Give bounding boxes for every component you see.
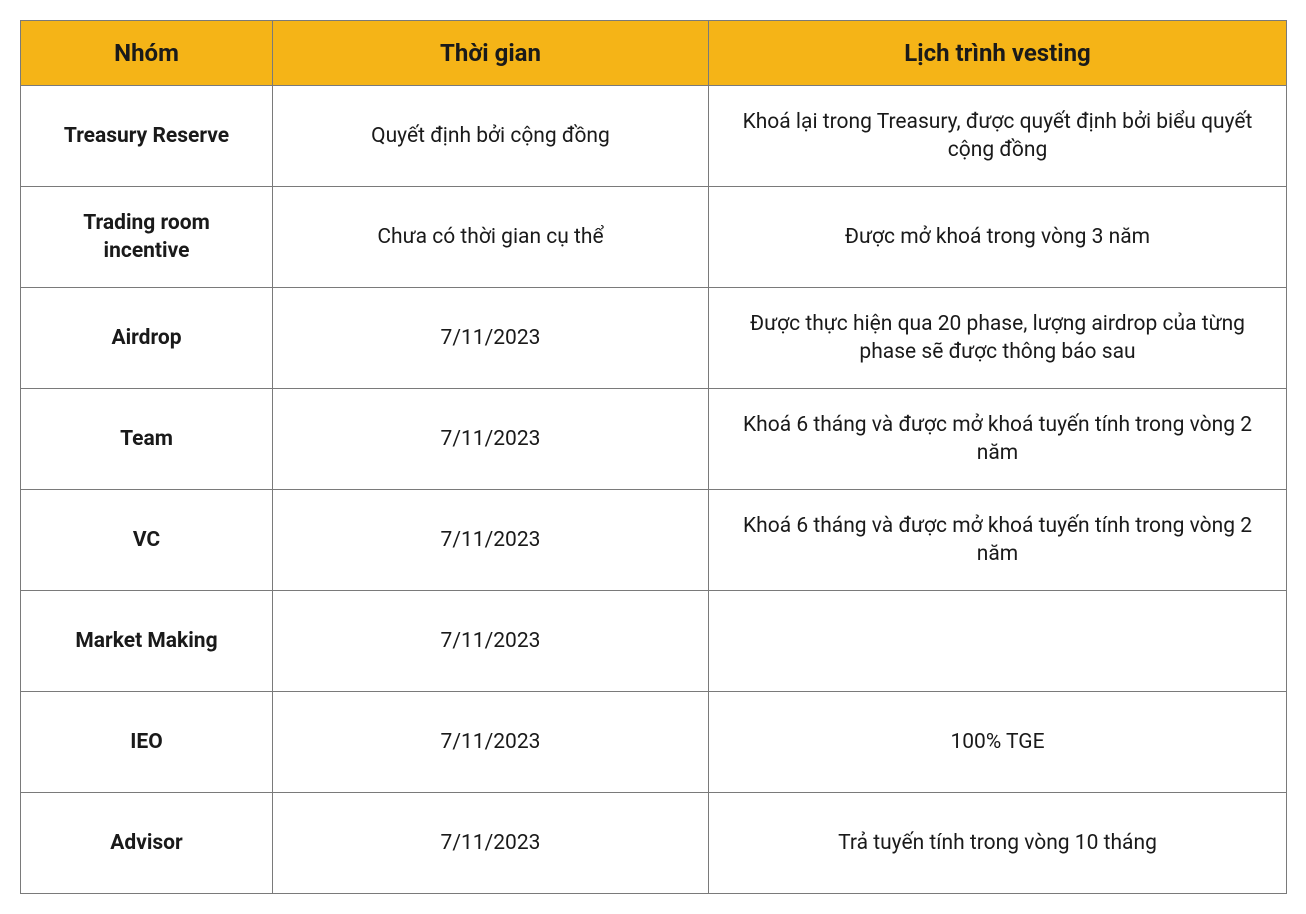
cell-vesting: Được mở khoá trong vòng 3 năm — [709, 187, 1287, 288]
column-header-time: Thời gian — [273, 21, 709, 86]
cell-vesting: Khoá lại trong Treasury, được quyết định… — [709, 86, 1287, 187]
cell-vesting: Trả tuyến tính trong vòng 10 tháng — [709, 793, 1287, 894]
cell-group: Advisor — [21, 793, 273, 894]
cell-group: Trading room incentive — [21, 187, 273, 288]
cell-time: 7/11/2023 — [273, 692, 709, 793]
cell-time: 7/11/2023 — [273, 389, 709, 490]
table-row: Trading room incentive Chưa có thời gian… — [21, 187, 1287, 288]
table-header-row: Nhóm Thời gian Lịch trình vesting — [21, 21, 1287, 86]
table-row: Advisor 7/11/2023 Trả tuyến tính trong v… — [21, 793, 1287, 894]
cell-group: VC — [21, 490, 273, 591]
cell-group: Airdrop — [21, 288, 273, 389]
table-row: Market Making 7/11/2023 — [21, 591, 1287, 692]
table-row: Team 7/11/2023 Khoá 6 tháng và được mở k… — [21, 389, 1287, 490]
table-row: Airdrop 7/11/2023 Được thực hiện qua 20 … — [21, 288, 1287, 389]
cell-time: 7/11/2023 — [273, 490, 709, 591]
cell-group: Team — [21, 389, 273, 490]
column-header-vesting: Lịch trình vesting — [709, 21, 1287, 86]
cell-time: 7/11/2023 — [273, 793, 709, 894]
cell-time: 7/11/2023 — [273, 591, 709, 692]
cell-vesting: Được thực hiện qua 20 phase, lượng airdr… — [709, 288, 1287, 389]
table-row: Treasury Reserve Quyết định bởi cộng đồn… — [21, 86, 1287, 187]
vesting-schedule-table: Nhóm Thời gian Lịch trình vesting Treasu… — [20, 20, 1287, 894]
cell-vesting: Khoá 6 tháng và được mở khoá tuyến tính … — [709, 490, 1287, 591]
table-row: VC 7/11/2023 Khoá 6 tháng và được mở kho… — [21, 490, 1287, 591]
cell-time: Quyết định bởi cộng đồng — [273, 86, 709, 187]
cell-group: IEO — [21, 692, 273, 793]
table-row: IEO 7/11/2023 100% TGE — [21, 692, 1287, 793]
cell-group: Market Making — [21, 591, 273, 692]
cell-group: Treasury Reserve — [21, 86, 273, 187]
cell-vesting: 100% TGE — [709, 692, 1287, 793]
column-header-group: Nhóm — [21, 21, 273, 86]
cell-time: Chưa có thời gian cụ thể — [273, 187, 709, 288]
cell-time: 7/11/2023 — [273, 288, 709, 389]
cell-vesting — [709, 591, 1287, 692]
cell-vesting: Khoá 6 tháng và được mở khoá tuyến tính … — [709, 389, 1287, 490]
